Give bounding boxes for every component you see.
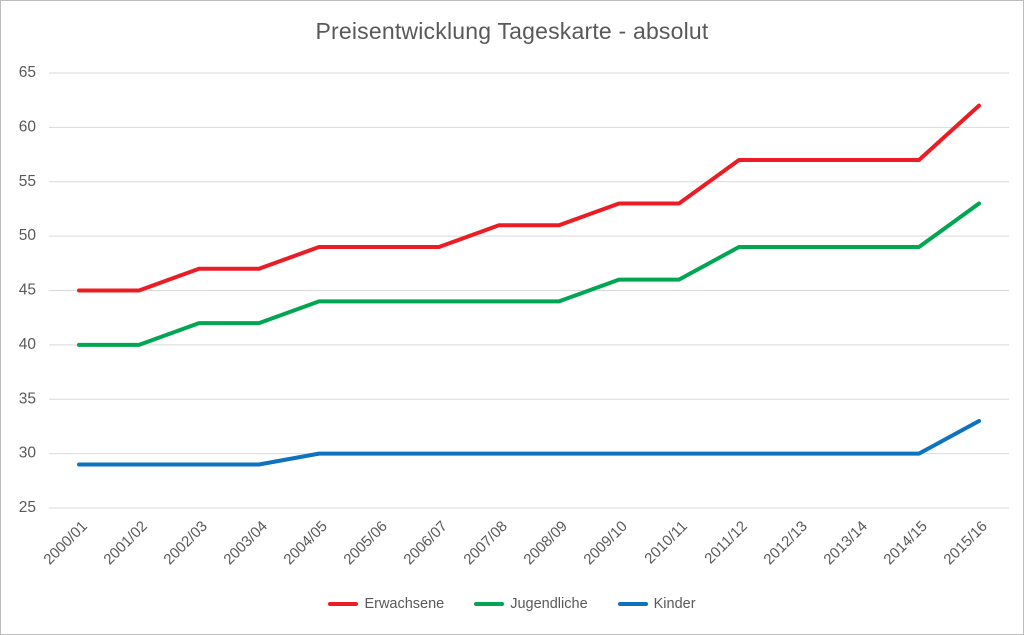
legend-item-jugendliche: Jugendliche bbox=[474, 596, 588, 612]
legend-item-erwachsene: Erwachsene bbox=[328, 596, 444, 612]
x-tick-label-2009-10: 2009/10 bbox=[580, 518, 630, 568]
chart-legend: Erwachsene Jugendliche Kinder bbox=[1, 596, 1023, 612]
x-tick-label-2006-07: 2006/07 bbox=[400, 518, 450, 568]
x-tick-label-2011-12: 2011/12 bbox=[701, 518, 751, 568]
x-tick-label-2000-01: 2000/01 bbox=[40, 518, 90, 568]
y-tick-label-55: 55 bbox=[19, 173, 36, 190]
x-tick-label-2008-09: 2008/09 bbox=[520, 518, 570, 568]
y-tick-label-35: 35 bbox=[19, 390, 36, 407]
x-tick-label-2004-05: 2004/05 bbox=[280, 518, 330, 568]
y-tick-label-50: 50 bbox=[19, 227, 37, 244]
x-tick-label-2013-14: 2013/14 bbox=[820, 518, 870, 568]
x-tick-label-2003-04: 2003/04 bbox=[220, 518, 270, 568]
x-tick-label-2005-06: 2005/06 bbox=[340, 518, 390, 568]
y-tick-label-45: 45 bbox=[19, 282, 36, 299]
y-tick-label-65: 65 bbox=[19, 64, 36, 81]
x-tick-label-2001-02: 2001/02 bbox=[100, 518, 150, 568]
y-tick-label-30: 30 bbox=[19, 445, 37, 462]
x-tick-label-2012-13: 2012/13 bbox=[760, 518, 810, 568]
x-tick-label-2007-08: 2007/08 bbox=[460, 518, 510, 568]
y-tick-label-25: 25 bbox=[19, 499, 36, 516]
series-line-kinder bbox=[77, 419, 981, 467]
y-tick-label-40: 40 bbox=[19, 336, 37, 353]
series-line-erwachsene bbox=[77, 103, 981, 293]
x-tick-label-2010-11: 2010/11 bbox=[641, 518, 691, 568]
legend-label-kinder: Kinder bbox=[653, 596, 696, 612]
x-tick-label-2015-16: 2015/16 bbox=[940, 518, 990, 568]
legend-swatch-kinder bbox=[617, 602, 648, 606]
legend-swatch-erwachsene bbox=[328, 602, 359, 606]
y-tick-label-60: 60 bbox=[19, 118, 37, 135]
legend-swatch-jugendliche bbox=[474, 602, 505, 606]
series-line-jugendliche bbox=[77, 201, 981, 347]
x-tick-label-2014-15: 2014/15 bbox=[880, 518, 930, 568]
legend-item-kinder: Kinder bbox=[617, 596, 696, 612]
x-tick-label-2002-03: 2002/03 bbox=[160, 518, 210, 568]
legend-label-jugendliche: Jugendliche bbox=[510, 596, 588, 612]
legend-label-erwachsene: Erwachsene bbox=[364, 596, 445, 612]
